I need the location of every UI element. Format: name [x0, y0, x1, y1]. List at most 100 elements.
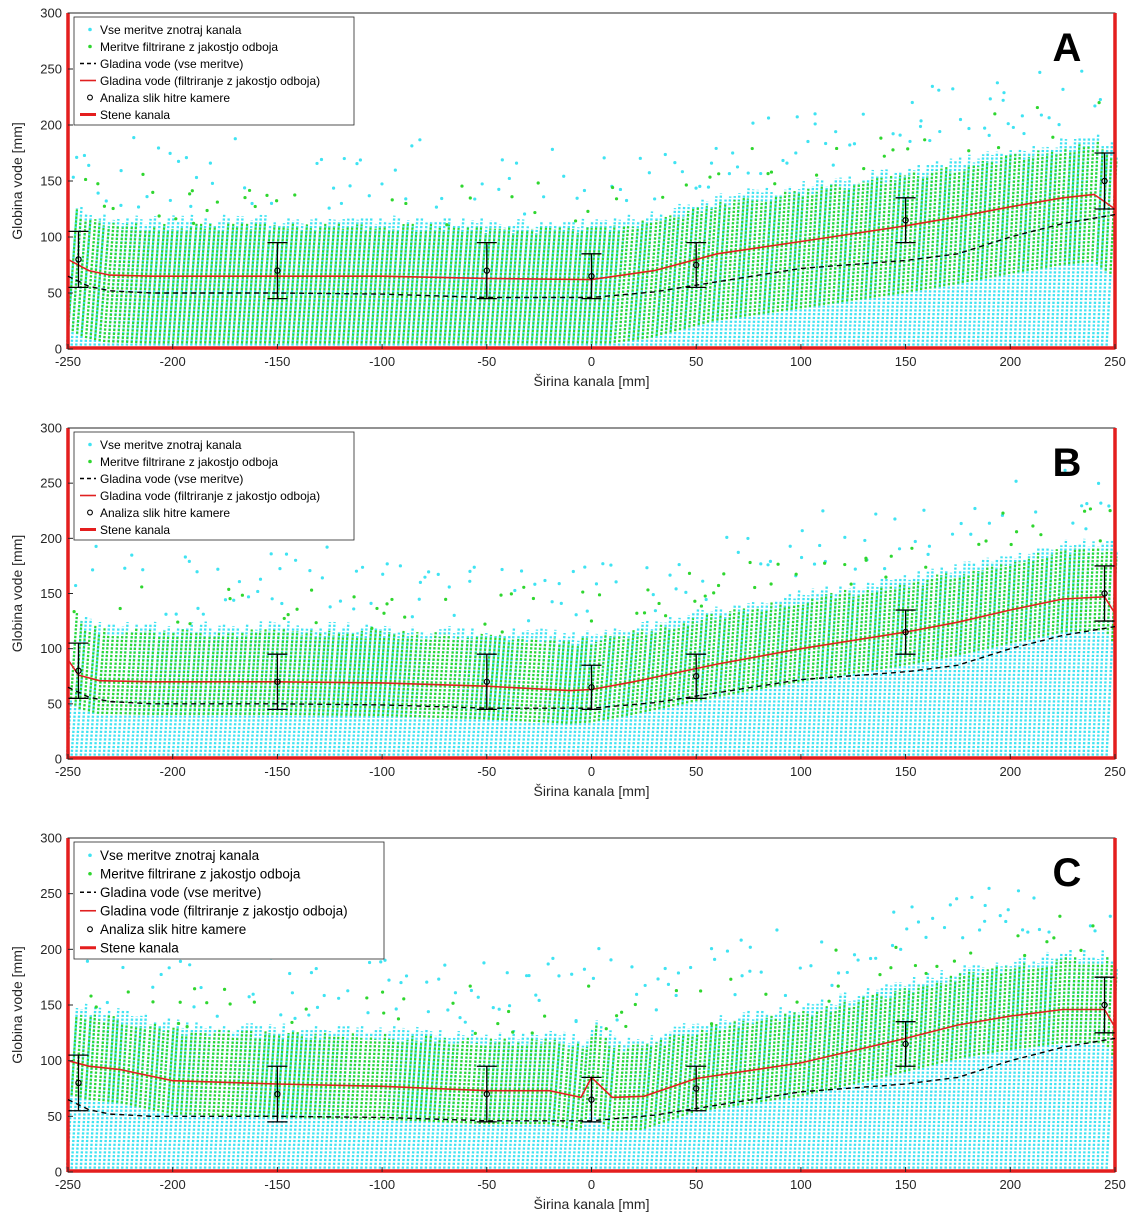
all-measurements-stripe — [516, 226, 529, 346]
legend-entry-label: Vse meritve znotraj kanala — [100, 438, 242, 452]
all-measurement-point — [132, 135, 136, 140]
filtered-measurements-stripe — [943, 171, 952, 287]
all-measurement-point — [223, 598, 228, 602]
filtered-measurements-stripe — [706, 207, 717, 323]
all-measurement-point — [526, 619, 531, 623]
filtered-measurements-stripe — [1070, 957, 1077, 1043]
filtered-measurements-stripe — [71, 217, 82, 332]
all-measurement-point — [735, 165, 740, 169]
filtered-measurements-stripe — [838, 1001, 846, 1088]
filtered-measurements-stripe — [121, 225, 134, 343]
all-measurements-stripe — [995, 556, 1008, 756]
all-measurements-stripe — [475, 226, 488, 346]
all-measurement-point — [1037, 927, 1042, 932]
all-measurement-point — [452, 613, 456, 617]
all-measurement-point — [674, 993, 678, 998]
all-measurements-stripe — [539, 220, 552, 346]
filtered-measurements-stripe — [602, 635, 612, 721]
filtered-measurements-stripe — [372, 1040, 381, 1120]
filtered-measurements-stripe — [1102, 956, 1109, 1043]
filtered-measurements-stripe — [395, 1041, 404, 1121]
all-measurements-stripe — [700, 1023, 713, 1169]
filtered-measurements-stripe — [345, 1032, 355, 1120]
all-measurement-point — [559, 601, 563, 605]
filtered-measurements-stripe — [716, 202, 727, 321]
all-measurement-point — [105, 1000, 109, 1005]
filtered-measurements-stripe — [156, 630, 166, 715]
all-measurement-point — [891, 132, 895, 136]
all-measurements-stripe — [314, 630, 327, 756]
legend-swatch-all-points — [88, 853, 92, 858]
all-measurement-point — [184, 155, 189, 160]
filtered-measurements-stripe — [248, 632, 258, 715]
all-measurement-point — [1020, 114, 1024, 118]
filtered-measurements-stripe — [667, 627, 676, 708]
all-measurement-point — [534, 993, 538, 997]
filtered-measurements-stripe — [778, 1012, 787, 1100]
all-measurements-stripe — [824, 1004, 838, 1169]
all-measurements-stripe — [415, 634, 428, 756]
all-measurement-point — [830, 983, 834, 988]
filtered-measurement-point — [511, 1030, 515, 1034]
all-measurement-point — [270, 597, 274, 601]
filtered-measurements-stripe — [658, 1044, 667, 1125]
all-measurement-point — [781, 158, 785, 163]
all-measurements-stripe — [949, 570, 962, 756]
filtered-measurements-stripe — [825, 1011, 833, 1091]
filtered-measurement-point — [403, 615, 407, 619]
all-measurement-point — [967, 126, 971, 131]
all-measurements-stripe — [714, 1020, 727, 1169]
filtered-measurements-stripe — [961, 164, 970, 283]
filtered-measurements-stripe — [829, 1010, 837, 1090]
filtered-measurements-stripe — [526, 233, 538, 344]
filtered-measurements-stripe — [170, 635, 179, 715]
all-measurement-point — [926, 552, 930, 556]
all-measurement-point — [290, 991, 294, 995]
filtered-measurements-stripe — [1014, 561, 1021, 643]
all-measurement-point — [788, 544, 792, 548]
filtered-measurements-stripe — [317, 637, 326, 716]
filtered-measurement-point — [684, 183, 688, 187]
y-tick-label: 200 — [40, 118, 62, 133]
filtered-measurement-point — [473, 1031, 477, 1035]
filtered-measurements-stripe — [235, 1031, 244, 1117]
x-tick-label: -50 — [477, 1177, 496, 1192]
all-measurements-stripe — [746, 606, 759, 756]
all-measurement-point — [348, 184, 352, 188]
all-measurements-stripe — [507, 219, 520, 346]
filtered-measurements-stripe — [354, 631, 364, 716]
y-tick-label: 150 — [40, 174, 62, 189]
filtered-measurement-point — [977, 542, 981, 546]
filtered-measurements-stripe — [690, 1034, 699, 1114]
all-measurement-point — [1098, 97, 1102, 102]
all-measurements-stripe — [663, 1026, 677, 1169]
y-axis-label: Globina vode [mm] — [9, 122, 25, 240]
all-measurement-point — [818, 543, 822, 548]
filtered-measurement-point — [620, 1010, 624, 1014]
filtered-measurement-point — [894, 945, 898, 949]
legend-swatch-filtered-points — [88, 871, 92, 876]
all-measurements-stripe — [346, 631, 359, 756]
all-measurement-point — [924, 935, 928, 939]
filtered-measurements-stripe — [869, 177, 879, 299]
all-measurement-point — [937, 88, 941, 92]
all-measurements-stripe — [751, 602, 764, 756]
filtered-measurements-stripe — [133, 631, 143, 715]
filtered-measurement-point — [380, 990, 385, 994]
filtered-measurements-stripe — [193, 1031, 202, 1115]
filtered-measurements-stripe — [746, 608, 754, 692]
filtered-measurement-point — [188, 192, 192, 196]
all-measurement-point — [614, 580, 618, 584]
filtered-measurements-stripe — [414, 1043, 423, 1122]
all-measurement-point — [342, 156, 346, 161]
all-measurements-stripe — [801, 1004, 815, 1169]
filtered-measurements-stripe — [230, 1036, 239, 1117]
filtered-measurement-point — [573, 219, 578, 223]
filtered-measurements-stripe — [1032, 552, 1040, 639]
filtered-measurement-point — [205, 1001, 209, 1005]
all-measurement-point — [863, 538, 867, 543]
all-measurements-stripe — [424, 222, 437, 346]
filtered-measurements-stripe — [836, 188, 846, 303]
all-measurement-point — [806, 139, 810, 144]
filtered-measurement-point — [891, 148, 895, 152]
